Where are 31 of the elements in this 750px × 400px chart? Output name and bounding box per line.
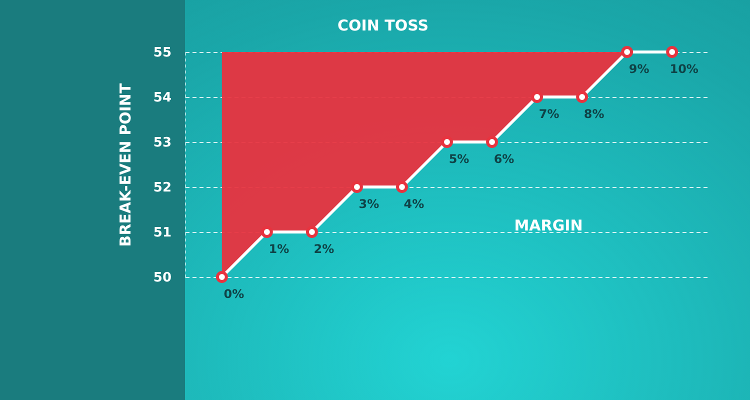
- point: [531, 91, 544, 103]
- point: [306, 226, 318, 238]
- y-tick-label: 54: [153, 90, 172, 106]
- x-tick-label: 8%: [584, 107, 604, 121]
- point: [396, 181, 408, 193]
- x-tick-label: 6%: [494, 152, 514, 166]
- x-tick-label: 5%: [448, 152, 470, 166]
- y-tick-label: 51: [153, 226, 172, 240]
- x-tick-label: 7%: [538, 107, 560, 121]
- point: [350, 181, 363, 193]
- y-axis-title: BREAK-EVEN POINT: [116, 82, 134, 247]
- x-tick-label: 1%: [268, 242, 290, 256]
- x-tick-label: 2%: [314, 242, 334, 256]
- point: [260, 226, 273, 238]
- point: [486, 136, 498, 148]
- x-tick-label: 3%: [358, 197, 380, 211]
- y-tick-label: 53: [153, 136, 172, 150]
- point: [576, 91, 588, 103]
- y-tick-label: 55: [153, 46, 172, 60]
- point: [621, 46, 634, 58]
- x-axis-title: MARGIN: [514, 216, 583, 234]
- chart-title: COIN TOSS: [337, 16, 429, 35]
- y-tick-label: 50: [153, 270, 172, 286]
- x-tick-label: 9%: [628, 62, 650, 76]
- point: [666, 46, 678, 58]
- x-tick-label: 10%: [670, 62, 698, 76]
- x-tick-label: 4%: [404, 197, 424, 211]
- y-tick-label: 52: [153, 180, 172, 196]
- point: [216, 271, 228, 283]
- x-tick-label: 0%: [224, 287, 244, 301]
- point: [441, 136, 453, 148]
